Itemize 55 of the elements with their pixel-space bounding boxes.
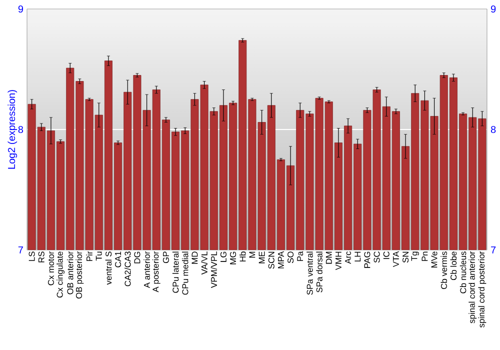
x-tick-label: VPM/VPL	[210, 251, 217, 288]
y-axis-title: Log2 (expression)	[8, 90, 18, 169]
x-tick-label: OB anterior	[67, 251, 74, 294]
x-tick-label: Cx motor	[48, 251, 54, 286]
x-tick-label: ME	[258, 252, 265, 264]
x-tick-label: LH	[354, 252, 361, 262]
x-tick-label: MD	[192, 252, 198, 264]
x-tick-label: CPu medial	[182, 252, 188, 295]
x-tick-label: spinal cord posterior	[478, 251, 486, 328]
x-tick-label: M	[249, 252, 256, 258]
x-tick-label: VMH	[336, 252, 342, 270]
x-tick-label: ventral S	[105, 252, 112, 285]
x-tick-label: LS	[28, 252, 35, 261]
y-tick-label: 7	[18, 246, 23, 254]
x-tick-label: MPA	[278, 251, 284, 268]
x-tick-label: SCN	[268, 252, 274, 269]
x-tick-label: DG	[134, 252, 140, 264]
x-tick-label: GP	[162, 252, 169, 264]
x-tick-label: CA1	[115, 252, 122, 268]
x-tick-label: SPa dorsal	[316, 252, 322, 292]
x-tick-label: Pa	[297, 251, 304, 261]
y-tick-label: 9	[18, 5, 24, 13]
x-tick-label: RS	[38, 252, 44, 262]
x-tick-label: CPu lateral	[172, 252, 179, 293]
x-tick-label: Cx cingulate	[56, 252, 65, 298]
x-tick-label: Hb	[240, 252, 246, 262]
x-tick-label: Cb nucleus	[460, 252, 466, 294]
x-tick-label: PAG	[364, 252, 370, 268]
x-tick-label: SC	[374, 252, 380, 263]
x-tick-label: MVe	[431, 252, 438, 268]
x-tick-label: spinal cord anterior	[468, 251, 477, 324]
x-tick-label: Tg	[411, 252, 419, 261]
x-tick-label: DM	[326, 252, 332, 264]
x-tick-label: Cb vermis	[440, 252, 447, 289]
x-tick-label: Tu	[96, 252, 102, 261]
x-tick-label: VA/VL	[201, 251, 208, 275]
x-tick-label: SO	[288, 252, 294, 264]
x-tick-label: CA2/CA3	[124, 252, 131, 286]
x-tick-label: Pn	[422, 252, 428, 261]
x-tick-label: VTA	[393, 251, 399, 268]
x-tick-label: Pir	[86, 251, 92, 261]
x-tick-label: MG	[230, 252, 236, 264]
y2-tick-label: 7	[491, 246, 496, 254]
y-tick-label: 8	[18, 126, 24, 134]
x-tick-label: IC	[383, 252, 390, 259]
x-tick-label: OB posterior	[76, 251, 84, 298]
x-tick-label: Cb lobe	[450, 252, 457, 280]
y2-tick-label: 9	[491, 5, 496, 13]
x-tick-label: SPa ventral	[306, 252, 313, 295]
x-tick-label: A posterior	[152, 251, 160, 292]
x-tick-label: A anterior	[144, 251, 150, 288]
x-tick-label: SN	[402, 252, 409, 263]
x-tick-label: LG	[220, 252, 226, 262]
x-tick-label: Arc	[345, 251, 352, 264]
y2-tick-label: 8	[490, 126, 496, 134]
